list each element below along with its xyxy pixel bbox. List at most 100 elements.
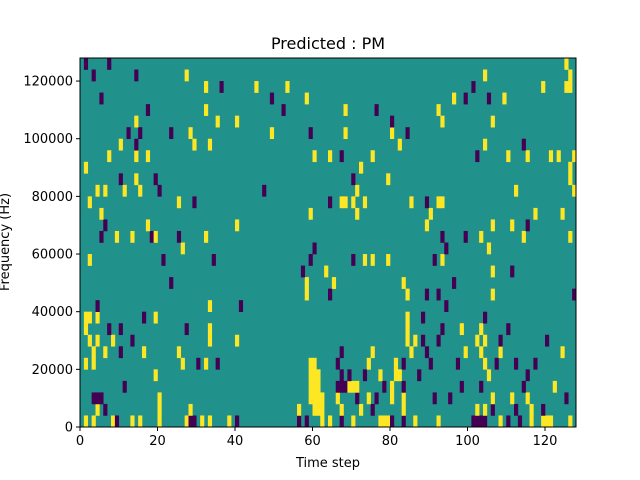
heatmap-cell <box>83 311 89 324</box>
heatmap-cell <box>262 184 267 197</box>
heatmap-cell <box>436 415 441 428</box>
heatmap-cell <box>269 127 275 140</box>
heatmap-cell <box>145 150 151 163</box>
heatmap-cell <box>339 346 344 359</box>
heatmap-cell <box>122 184 127 197</box>
heatmap-cell <box>479 380 484 393</box>
heatmap-cell <box>308 392 313 405</box>
heatmap-cell <box>525 219 530 232</box>
x-axis: 0 20 40 60 80 100 120 <box>76 427 558 449</box>
heatmap-cell <box>386 254 391 266</box>
heatmap-cell <box>390 127 395 140</box>
heatmap-cell <box>572 288 577 301</box>
heatmap-cell <box>312 150 317 163</box>
heatmap-cell <box>235 415 240 428</box>
heatmap-cell <box>312 369 317 382</box>
heatmap-cell <box>483 69 488 82</box>
x-tick-label: 120 <box>533 434 558 449</box>
heatmap-cell <box>366 392 371 405</box>
heatmap-cell <box>304 92 309 105</box>
heatmap-cell <box>370 150 375 163</box>
y-tick-label: 40000 <box>32 305 73 320</box>
heatmap-cell <box>130 415 135 428</box>
heatmap-cell <box>362 196 368 209</box>
heatmap-cell <box>134 115 139 128</box>
heatmap-cell <box>103 403 108 416</box>
heatmap-cell <box>169 277 174 289</box>
heatmap-cell <box>541 81 546 93</box>
heatmap-cell <box>331 277 337 289</box>
heatmap-cell <box>269 92 275 105</box>
heatmap-cell <box>483 403 488 416</box>
heatmap-cell <box>386 173 391 186</box>
heatmap-cell <box>459 323 464 336</box>
heatmap-cell <box>390 380 395 393</box>
x-axis-label: Time step <box>295 456 360 471</box>
y-tick-label: 120000 <box>23 75 73 90</box>
heatmap-cell <box>490 219 495 232</box>
heatmap-cell <box>366 357 371 370</box>
heatmap-cell <box>207 300 213 312</box>
heatmap-cell <box>95 403 100 416</box>
heatmap-cell <box>300 265 306 278</box>
heatmap-cell <box>475 415 480 428</box>
heatmap-cell <box>541 403 546 416</box>
heatmap-cell <box>204 357 209 370</box>
heatmap-cell <box>533 207 538 220</box>
heatmap-cell <box>207 334 213 347</box>
heatmap-cell <box>424 219 430 232</box>
heatmap-cell <box>351 254 356 266</box>
heatmap-cell <box>428 357 433 370</box>
heatmap-cell <box>514 357 519 370</box>
heatmap-cell <box>405 323 410 336</box>
heatmap-cell <box>118 323 123 336</box>
heatmap-cell <box>134 138 139 151</box>
heatmap-cell <box>568 69 573 82</box>
heatmap-cell <box>463 92 468 105</box>
heatmap-cell <box>362 254 368 266</box>
heatmap-cell <box>564 392 569 405</box>
heatmap-cell <box>188 403 193 416</box>
heatmap-cell <box>169 127 174 140</box>
plot-area <box>79 57 577 428</box>
heatmap-cell <box>397 138 402 151</box>
heatmap-cell <box>401 277 406 289</box>
heatmap-cell <box>347 369 352 382</box>
heatmap-cell <box>87 196 92 209</box>
heatmap-cell <box>440 115 445 128</box>
heatmap-cell <box>122 380 127 393</box>
heatmap-cell <box>95 184 100 197</box>
heatmap-cell <box>153 369 158 382</box>
heatmap-cell <box>498 334 503 347</box>
heatmap-cell <box>335 380 340 393</box>
heatmap-cell <box>548 150 554 163</box>
heatmap-cell <box>134 69 139 82</box>
heatmap-cell <box>409 346 414 359</box>
heatmap-cell <box>107 58 112 70</box>
heatmap-cell <box>455 357 461 370</box>
heatmap-cell <box>432 254 437 266</box>
heatmap-cell <box>316 403 321 416</box>
heatmap-cell <box>568 230 573 243</box>
x-tick-label: 0 <box>76 434 84 449</box>
heatmap-cell <box>335 357 340 370</box>
heatmap-cell <box>312 357 317 370</box>
heatmap-cell <box>463 346 468 359</box>
heatmap-cell <box>533 357 538 370</box>
heatmap-cell <box>95 334 100 347</box>
heatmap-cell <box>118 346 123 359</box>
heatmap-cell <box>157 403 162 416</box>
heatmap-cell <box>339 380 344 393</box>
heatmap-cell <box>211 254 216 266</box>
heatmap-cell <box>401 415 406 428</box>
heatmap-cell <box>393 357 399 370</box>
heatmap-cell <box>343 196 348 209</box>
heatmap-cell <box>157 415 162 428</box>
heatmap-cell <box>486 92 492 105</box>
y-tick-label: 20000 <box>32 363 73 378</box>
heatmap-cell <box>506 323 511 336</box>
heatmap-cell <box>494 357 499 370</box>
heatmap-cell <box>560 346 565 359</box>
heatmap-cell <box>130 230 135 243</box>
heatmap-cell <box>483 415 488 428</box>
